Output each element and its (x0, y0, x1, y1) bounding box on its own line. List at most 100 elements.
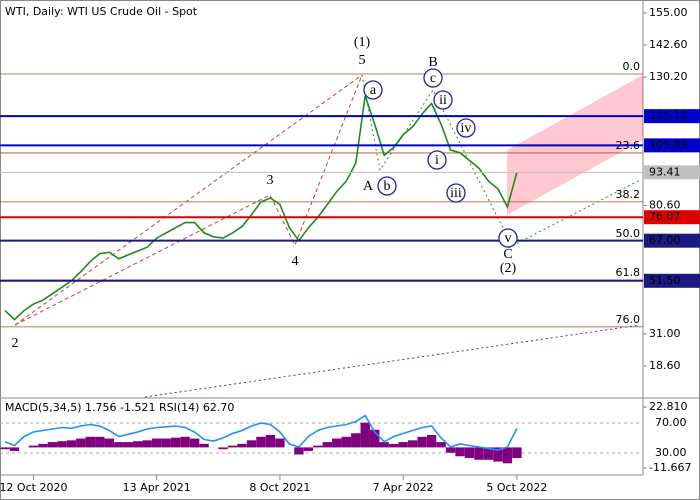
macd-bar (85, 436, 96, 448)
macd-bar (370, 429, 380, 448)
macd-bar (189, 438, 200, 448)
macd-bar (142, 440, 152, 448)
x-tick-label: 7 Apr 2022 (373, 481, 434, 494)
macd-bar (199, 443, 209, 448)
wave-label: a (370, 83, 377, 98)
macd-bar (161, 438, 171, 448)
fib-label: 61.8 (616, 266, 641, 279)
level-label-box (644, 109, 700, 124)
macd-bar (95, 436, 105, 448)
macd-bar (104, 438, 114, 448)
wave-label: 5 (359, 53, 366, 68)
wave-label: (1) (354, 35, 371, 50)
macd-bar (227, 445, 238, 448)
macd-bar (341, 436, 351, 448)
macd-bar (218, 447, 228, 450)
wave-circle (456, 118, 476, 138)
macd-bar (170, 437, 181, 448)
wave-label: i (435, 153, 439, 168)
macd-bar (66, 440, 77, 448)
y-tick-label: 80.60 (649, 198, 681, 211)
macd-bar (332, 438, 342, 448)
macd-bar (483, 447, 494, 460)
macd-bar (313, 445, 323, 448)
y-tick-label: 22.810 (649, 400, 688, 413)
wave-label: 4 (292, 254, 299, 269)
level-label: 76.07 (649, 210, 681, 223)
macd-bar (464, 447, 475, 459)
macd-bar (9, 447, 20, 451)
macd-bar (256, 436, 266, 448)
wave-label: v (505, 231, 512, 246)
macd-bar (133, 441, 143, 448)
wave-label: ii (439, 93, 447, 108)
wave-label: B (428, 55, 437, 70)
x-tick-label: 8 Oct 2021 (249, 481, 310, 494)
level-label-box (644, 233, 700, 248)
wave-circle (427, 150, 447, 170)
wave-line (14, 74, 363, 326)
level-label: 51.50 (649, 274, 681, 287)
wave-label: iv (461, 121, 472, 136)
macd-bar (114, 442, 124, 448)
macd-bar (455, 447, 465, 457)
macd-bar (388, 443, 399, 448)
wave-line (14, 74, 363, 326)
macd-bar (47, 442, 58, 448)
fib-label: 76.0 (616, 313, 641, 326)
fib-label: 38.2 (616, 188, 641, 201)
wave-circle (498, 228, 518, 248)
y-tick-label: 130.20 (649, 70, 688, 83)
y2-tick-label: 70.00 (655, 416, 687, 429)
macd-bar (28, 445, 39, 448)
chart-title: WTI, Daily: WTI US Crude Oil - Spot (5, 5, 198, 18)
macd-bar (123, 442, 133, 448)
level-label-box (644, 138, 700, 153)
level-label: 115.12 (649, 109, 688, 122)
wave-label: (2) (500, 261, 517, 276)
fib-label: 50.0 (616, 227, 641, 240)
level-label: 103.83 (649, 138, 688, 151)
y2-tick-label: 30.00 (655, 446, 687, 459)
wave-label: 2 (12, 336, 19, 351)
wave-circle (377, 176, 397, 196)
level-label: 67.00 (649, 234, 681, 247)
x-tick-label: 12 Oct 2020 (0, 481, 67, 494)
macd-bar (237, 443, 247, 448)
macd-bar (493, 447, 503, 462)
wave-label: b (384, 179, 391, 194)
trend-line (144, 324, 641, 398)
price-line (4, 95, 518, 321)
macd-bar (76, 438, 86, 448)
wave-circle (433, 90, 453, 110)
wave-line (361, 74, 509, 239)
wave-circle (423, 68, 443, 88)
macd-bar (512, 447, 522, 459)
wave-circle (446, 183, 466, 203)
macd-bar (360, 422, 370, 448)
macd-bar (151, 438, 162, 448)
level-label-box (644, 165, 700, 180)
y-tick-label: 142.60 (649, 38, 688, 51)
macd-bar (303, 447, 314, 451)
wave-label: iii (450, 186, 462, 201)
macd-bar (474, 447, 484, 460)
wave-label: 3 (267, 173, 274, 188)
wave-label: c (430, 71, 436, 86)
rsi-line (4, 414, 518, 451)
wave-label: A (363, 179, 374, 194)
macd-bar (180, 436, 190, 448)
y-tick-label: 155.00 (649, 6, 688, 19)
indicator-title: MACD(5,34,5) 1.756 -1.521 RSI(14) 62.70 (5, 401, 234, 414)
level-label-box (644, 210, 700, 225)
macd-bar (379, 442, 389, 448)
macd-bar (407, 440, 418, 448)
macd-bar (445, 447, 456, 453)
macd-bar (322, 442, 333, 448)
macd-bar (57, 441, 67, 448)
level-label-box (644, 273, 700, 288)
macd-bar (426, 435, 437, 448)
macd-bar (38, 443, 48, 448)
macd-bar (351, 433, 361, 448)
